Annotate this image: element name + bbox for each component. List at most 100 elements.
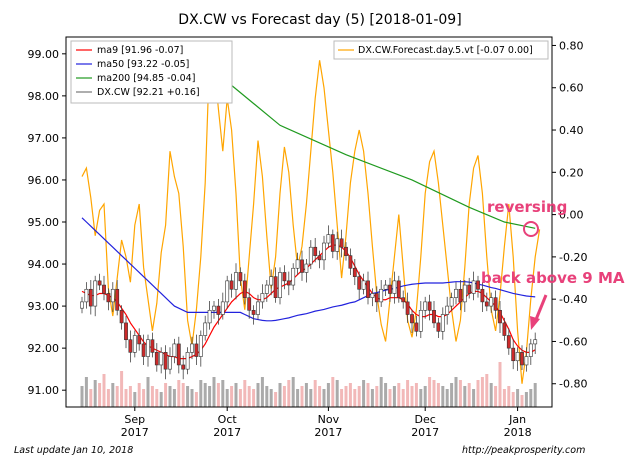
ma50-series bbox=[81, 217, 536, 322]
volume-bar bbox=[533, 383, 537, 407]
right-tick-label: 0.60 bbox=[559, 82, 584, 95]
candlesticks bbox=[80, 225, 538, 380]
volume-bar bbox=[419, 389, 423, 407]
volume-bar bbox=[397, 383, 401, 407]
volume-bar bbox=[137, 383, 141, 407]
candle-body bbox=[506, 335, 511, 349]
volume-bar bbox=[362, 380, 366, 407]
candle-body bbox=[348, 255, 353, 269]
right-axis: 0.80 0.60 0.40 0.20 0.00 -0.20 -0.40 -0.60 -0.80 bbox=[552, 39, 587, 391]
volume-bar bbox=[388, 389, 392, 407]
volume-bar bbox=[172, 389, 176, 407]
x-tick-year: 2017 bbox=[121, 426, 149, 439]
candle-body bbox=[498, 309, 502, 324]
candle-body bbox=[533, 339, 538, 345]
volume-bar bbox=[296, 389, 300, 407]
volume-bar bbox=[247, 386, 251, 407]
candle-body bbox=[216, 305, 221, 315]
candle-body bbox=[339, 238, 344, 248]
candle-body bbox=[282, 272, 287, 282]
candle-body bbox=[449, 297, 454, 307]
volume-bar bbox=[313, 380, 317, 407]
volume-bar bbox=[194, 392, 198, 407]
volume-bar bbox=[208, 386, 212, 407]
candle-body bbox=[440, 314, 445, 332]
candle-body bbox=[432, 309, 436, 324]
left-tick-label: 93.00 bbox=[28, 300, 60, 313]
candle-body bbox=[308, 246, 313, 265]
volume-bar bbox=[304, 383, 308, 407]
candle-body bbox=[392, 280, 397, 294]
candle-body bbox=[291, 267, 296, 286]
volume-bar bbox=[379, 377, 383, 407]
volume-bar bbox=[480, 377, 484, 407]
volume-bar bbox=[177, 380, 181, 407]
volume-bar bbox=[348, 383, 352, 407]
candle-body bbox=[418, 309, 423, 332]
candle-body bbox=[352, 267, 357, 277]
legend-left-box bbox=[70, 40, 233, 104]
candle-body bbox=[106, 293, 111, 303]
candle-body bbox=[366, 280, 370, 298]
volume-bar bbox=[498, 362, 502, 407]
candle-body bbox=[326, 234, 331, 244]
legend-left: ma9 [91.96 -0.07] ma50 [93.22 -0.05] ma2… bbox=[70, 40, 233, 104]
volume-bar bbox=[282, 386, 286, 407]
candle-body bbox=[88, 288, 93, 307]
candle-body bbox=[313, 246, 318, 256]
annotation-ma-text: back above 9 MA bbox=[481, 269, 625, 287]
volume-bar bbox=[269, 389, 273, 407]
candle-body bbox=[181, 364, 186, 370]
volume-bar bbox=[155, 389, 159, 407]
candle-body bbox=[524, 356, 529, 366]
volume-bar bbox=[463, 386, 467, 407]
left-tick-label: 92.00 bbox=[28, 342, 60, 355]
volume-bar bbox=[401, 389, 405, 407]
volume-bar bbox=[150, 386, 154, 407]
volume-bar bbox=[300, 386, 304, 407]
annotation-reversing: reversing bbox=[487, 198, 567, 237]
candle-body bbox=[480, 288, 485, 303]
volume-bar bbox=[146, 377, 150, 407]
candle-body bbox=[528, 343, 533, 357]
volume-bar bbox=[322, 389, 326, 407]
candle-body bbox=[141, 343, 146, 357]
volume-bar bbox=[212, 377, 216, 407]
candle-body bbox=[344, 246, 348, 256]
volume-bar bbox=[230, 386, 234, 407]
candle-body bbox=[242, 280, 247, 298]
legend-right: DX.CW.Forecast.day.5.vt [-0.07 0.00] bbox=[333, 40, 549, 60]
volume-bar bbox=[186, 386, 190, 407]
candle-body bbox=[256, 301, 260, 315]
right-tick-label: 0.20 bbox=[559, 166, 584, 179]
left-tick-label: 96.00 bbox=[28, 174, 60, 187]
volume-bar bbox=[190, 389, 194, 407]
volume-bar bbox=[357, 386, 361, 407]
volume-bar bbox=[445, 389, 449, 407]
candle-body bbox=[84, 288, 89, 303]
volume-bar bbox=[287, 380, 291, 407]
candle-body bbox=[520, 352, 524, 366]
candle-body bbox=[300, 259, 304, 273]
candle-body bbox=[119, 309, 124, 324]
left-tick-label: 95.00 bbox=[28, 216, 60, 229]
candle-body bbox=[124, 322, 128, 341]
left-tick-label: 98.00 bbox=[28, 90, 60, 103]
x-tick-month: Jan bbox=[508, 413, 526, 426]
candle-body bbox=[414, 322, 419, 332]
candle-body bbox=[229, 280, 234, 290]
volume-bar bbox=[168, 386, 172, 407]
candle-body bbox=[335, 238, 340, 252]
volume-bar bbox=[406, 380, 410, 407]
left-tick-label: 97.00 bbox=[28, 132, 60, 145]
candle-body bbox=[159, 352, 164, 366]
left-tick-label: 91.00 bbox=[28, 384, 60, 397]
volume-bar bbox=[234, 383, 238, 407]
volume-bar bbox=[476, 380, 480, 407]
candle-body bbox=[194, 343, 199, 357]
candle-body bbox=[445, 305, 450, 315]
footer-source-url: http://peakprosperity.com bbox=[462, 445, 586, 456]
volume-bar bbox=[436, 383, 440, 407]
left-tick-label: 99.00 bbox=[28, 48, 60, 61]
volume-bar bbox=[511, 392, 515, 407]
